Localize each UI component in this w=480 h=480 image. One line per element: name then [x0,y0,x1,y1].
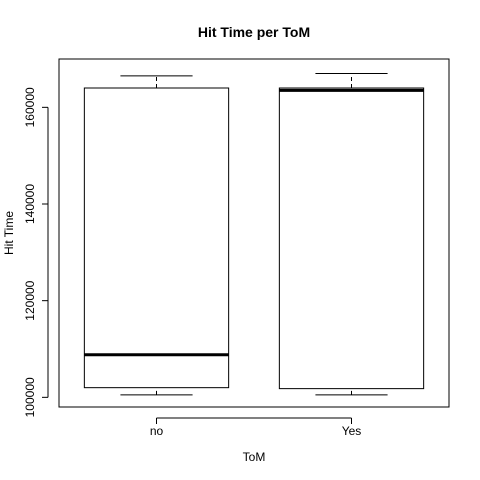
chart-title: Hit Time per ToM [198,24,310,40]
box-yes [278,87,425,390]
x-axis-label: ToM [243,450,266,464]
y-axis-label: Hit Time [2,211,16,255]
plot-area: 100000 120000 140000 160000 no Yes [23,73,425,438]
box-no [83,87,230,389]
x-tick-label-no: no [150,424,164,438]
y-tick-label-140000: 140000 [23,184,37,224]
y-tick-label-160000: 160000 [23,87,37,127]
y-tick-label-100000: 100000 [23,377,37,417]
x-tick-label-Yes: Yes [342,424,362,438]
y-tick-label-120000: 120000 [23,280,37,320]
plot-frame [58,58,450,408]
